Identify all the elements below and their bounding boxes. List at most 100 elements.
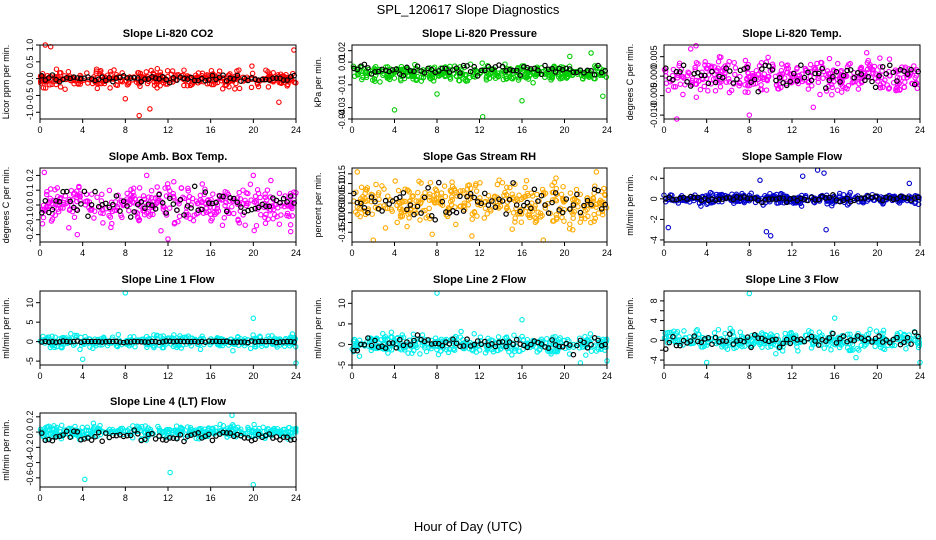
reference-point bbox=[238, 204, 244, 210]
data-point bbox=[705, 200, 711, 206]
reference-point bbox=[787, 340, 794, 347]
reference-point bbox=[223, 208, 230, 215]
data-point bbox=[458, 328, 464, 335]
data-point bbox=[76, 183, 82, 190]
reference-point bbox=[60, 432, 66, 438]
reference-point bbox=[499, 63, 506, 70]
data-point bbox=[805, 86, 812, 92]
data-point bbox=[539, 186, 546, 193]
reference-point bbox=[135, 338, 141, 345]
x-tick-label: 16 bbox=[206, 125, 216, 135]
reference-point bbox=[744, 334, 751, 340]
data-point bbox=[873, 328, 880, 334]
data-point bbox=[463, 78, 469, 84]
reference-point bbox=[840, 72, 847, 79]
x-tick-label: 16 bbox=[206, 248, 216, 258]
reference-point bbox=[358, 341, 364, 348]
data-point bbox=[553, 175, 559, 181]
data-point bbox=[432, 186, 439, 192]
reference-point bbox=[365, 209, 371, 216]
x-tick-label: 16 bbox=[830, 125, 840, 135]
outlier-point bbox=[229, 412, 235, 419]
reference-point bbox=[103, 77, 109, 84]
outlier-point bbox=[519, 98, 525, 104]
data-point bbox=[525, 212, 531, 218]
panel-title: Slope Sample Flow bbox=[742, 151, 843, 163]
data-point bbox=[395, 187, 402, 194]
x-tick-label: 0 bbox=[37, 125, 42, 135]
reference-point bbox=[159, 338, 166, 345]
data-point bbox=[567, 190, 574, 196]
data-point bbox=[755, 71, 761, 78]
reference-point bbox=[584, 67, 591, 74]
data-point bbox=[427, 179, 434, 186]
data-point bbox=[718, 54, 724, 61]
reference-point bbox=[851, 75, 858, 81]
reference-point bbox=[911, 195, 918, 201]
reference-point bbox=[542, 62, 548, 69]
y-tick-label: 0 bbox=[649, 196, 659, 201]
reference-point bbox=[273, 434, 280, 440]
reference-point bbox=[474, 338, 481, 344]
data-point bbox=[248, 197, 254, 203]
reference-point bbox=[691, 333, 698, 339]
reference-point bbox=[545, 66, 552, 73]
data-point bbox=[224, 207, 231, 214]
reference-point bbox=[556, 343, 563, 350]
reference-point bbox=[549, 199, 555, 206]
reference-point bbox=[481, 67, 488, 74]
data-point bbox=[278, 202, 285, 209]
reference-point bbox=[206, 431, 212, 438]
reference-point bbox=[794, 78, 801, 84]
reference-point bbox=[595, 62, 601, 69]
data-point bbox=[396, 345, 403, 352]
outlier-point bbox=[814, 167, 821, 173]
x-tick-label: 8 bbox=[123, 371, 128, 381]
data-point bbox=[197, 197, 204, 203]
reference-point bbox=[145, 431, 152, 438]
data-point bbox=[571, 208, 577, 215]
data-point bbox=[877, 64, 883, 70]
data-point bbox=[57, 84, 64, 90]
data-point bbox=[869, 67, 875, 73]
y-tick-label: 0 bbox=[337, 342, 347, 347]
data-point bbox=[84, 424, 91, 431]
reference-point bbox=[528, 205, 534, 212]
data-point bbox=[128, 186, 134, 193]
data-point bbox=[115, 331, 122, 338]
data-point bbox=[856, 199, 862, 205]
outlier-point bbox=[567, 53, 573, 60]
reference-point bbox=[287, 437, 294, 443]
data-point bbox=[504, 184, 510, 191]
reference-point bbox=[847, 67, 854, 73]
data-point bbox=[783, 65, 790, 72]
reference-point bbox=[876, 73, 882, 79]
data-point bbox=[591, 218, 597, 224]
reference-point bbox=[858, 71, 865, 77]
data-point bbox=[466, 74, 473, 81]
data-point bbox=[213, 424, 219, 431]
data-point bbox=[371, 65, 378, 72]
x-tick-label: 24 bbox=[915, 125, 925, 135]
reference-point bbox=[570, 69, 577, 76]
data-point bbox=[77, 197, 83, 204]
reference-point bbox=[901, 68, 907, 75]
data-point bbox=[356, 353, 363, 359]
data-point bbox=[501, 192, 507, 199]
reference-point bbox=[524, 344, 531, 351]
data-point bbox=[154, 65, 161, 72]
data-point bbox=[148, 187, 155, 194]
reference-point bbox=[46, 339, 52, 345]
reference-point bbox=[790, 195, 797, 201]
data-point bbox=[101, 80, 108, 87]
y-tick-label: 5 bbox=[25, 320, 35, 325]
data-point bbox=[818, 342, 824, 348]
data-point bbox=[250, 332, 256, 338]
outlier-point bbox=[799, 173, 806, 179]
data-point bbox=[552, 196, 559, 203]
data-point bbox=[359, 76, 365, 83]
reference-point bbox=[110, 338, 116, 345]
reference-point bbox=[769, 337, 776, 343]
